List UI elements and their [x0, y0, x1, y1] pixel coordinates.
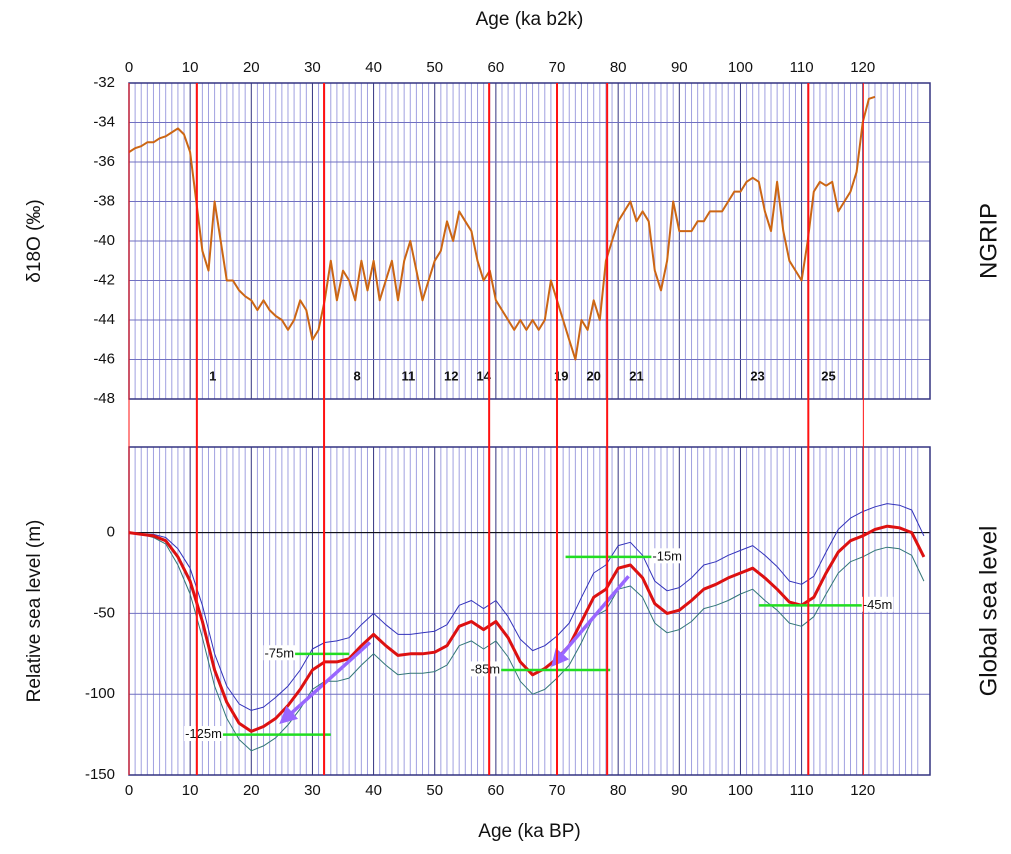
x-tick-label: 100	[728, 59, 753, 76]
side-label: NGRIP	[975, 203, 1002, 279]
level-label: -15m	[652, 548, 682, 563]
data-line	[128, 524, 926, 733]
axis-title: Age (ka b2k)	[476, 9, 584, 30]
y-axis-label: Relative sea level (m)	[24, 520, 45, 703]
data-line	[128, 532, 925, 752]
level-label-bg	[469, 661, 502, 677]
event-number: 11	[402, 369, 416, 384]
level-label: -75m	[264, 645, 294, 660]
y-tick-label: -100	[85, 685, 115, 702]
x-tick-label: 30	[304, 59, 321, 76]
x-tick-label: 120	[850, 782, 875, 799]
y-tick-label: -36	[93, 153, 115, 170]
y-tick-label: -50	[93, 604, 115, 621]
x-tick-label: 40	[365, 59, 382, 76]
x-tick-label: 10	[182, 782, 199, 799]
y-tick-label: -38	[93, 192, 115, 209]
x-tick-label: 50	[426, 59, 443, 76]
x-tick-label: 90	[671, 59, 688, 76]
level-label: -125m	[185, 726, 222, 741]
x-tick-label: 10	[182, 59, 199, 76]
event-number: 14	[476, 369, 491, 384]
y-tick-label: 0	[107, 524, 115, 541]
level-label-bg	[861, 596, 894, 612]
y-tick-label: -40	[93, 232, 115, 249]
level-label-bg	[184, 726, 223, 742]
y-axis-label: δ18O (‰)	[24, 199, 45, 282]
arrow	[551, 575, 630, 667]
x-tick-label: 100	[728, 782, 753, 799]
level-label: -45m	[863, 597, 893, 612]
side-label: Global sea level	[975, 526, 1002, 697]
plot-frame	[128, 446, 931, 776]
y-tick-label: -48	[93, 390, 115, 407]
y-tick-label: -44	[93, 311, 115, 328]
data-line	[128, 503, 925, 711]
x-tick-label: 0	[125, 59, 133, 76]
x-tick-label: 110	[790, 59, 814, 76]
event-number: 20	[586, 369, 600, 384]
level-label-bg	[263, 645, 296, 661]
event-number: 21	[629, 369, 643, 384]
x-tick-label: 0	[125, 782, 133, 799]
x-tick-label: 50	[426, 782, 443, 799]
x-tick-label: 20	[243, 59, 260, 76]
y-tick-label: -34	[93, 113, 115, 130]
x-tick-label: 120	[850, 59, 875, 76]
x-tick-label: 110	[790, 782, 814, 799]
x-tick-label: 80	[610, 59, 627, 76]
x-tick-label: 70	[549, 782, 566, 799]
event-number: 25	[821, 369, 835, 384]
x-tick-label: 70	[549, 59, 566, 76]
x-tick-label: 30	[304, 782, 321, 799]
y-tick-label: -46	[93, 350, 115, 367]
level-label-bg	[651, 548, 684, 564]
x-axis-label: Age (ka BP)	[478, 821, 580, 842]
x-tick-label: 60	[488, 59, 505, 76]
y-tick-label: -32	[93, 74, 115, 91]
x-tick-label: 90	[671, 782, 688, 799]
data-line	[128, 95, 876, 361]
event-number: 8	[353, 369, 360, 384]
y-tick-label: -150	[85, 766, 115, 783]
level-label: -85m	[471, 661, 501, 676]
event-number: 23	[750, 369, 764, 384]
x-tick-label: 20	[243, 782, 260, 799]
x-tick-label: 60	[488, 782, 505, 799]
x-tick-label: 80	[610, 782, 627, 799]
event-number: 1	[209, 369, 216, 384]
x-tick-label: 40	[365, 782, 382, 799]
y-tick-label: -42	[93, 271, 115, 288]
arrow	[279, 641, 372, 725]
event-number: 12	[444, 369, 458, 384]
